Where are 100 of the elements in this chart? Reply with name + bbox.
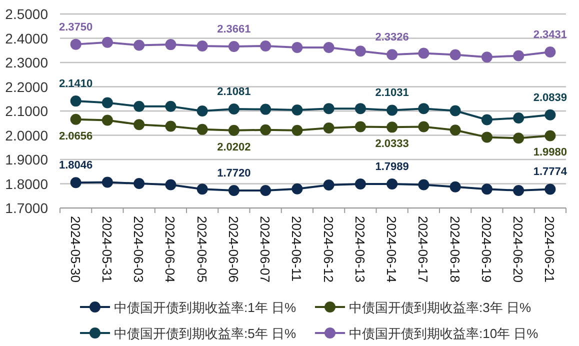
point — [418, 103, 430, 114]
y-tick-label: 1.9000 — [5, 152, 48, 168]
point — [513, 112, 524, 124]
point — [70, 177, 82, 188]
data-label: 1.9980 — [533, 146, 568, 159]
x-tick-label: 2024-06-04 — [162, 216, 178, 282]
y-tick-label: 1.7000 — [5, 200, 48, 216]
data-label: 2.1081 — [217, 86, 251, 98]
point — [165, 39, 176, 50]
point — [260, 185, 272, 196]
point — [102, 176, 113, 188]
point — [323, 103, 334, 114]
point — [450, 124, 461, 136]
point — [102, 114, 113, 126]
data-label: 2.0656 — [58, 130, 93, 142]
point — [102, 97, 113, 108]
point — [386, 104, 398, 116]
x-tick-label: 2024-06-05 — [194, 216, 210, 282]
point — [418, 48, 430, 59]
point — [165, 120, 176, 132]
point — [450, 49, 461, 60]
point — [386, 122, 398, 133]
point — [544, 109, 556, 120]
point — [228, 124, 240, 136]
x-tick-label: 2024-06-21 — [542, 216, 558, 282]
point — [323, 42, 334, 53]
point — [323, 122, 334, 134]
point — [354, 178, 366, 190]
y-tick-label: 2.1000 — [5, 103, 48, 119]
point — [260, 124, 272, 136]
point — [196, 184, 208, 195]
point — [513, 185, 524, 196]
y-tick-label: 2.0000 — [5, 127, 48, 144]
point — [134, 178, 145, 190]
point — [102, 36, 113, 48]
x-tick-label: 2024-06-17 — [416, 216, 431, 282]
x-tick-label: 2024-06-11 — [289, 216, 304, 282]
point — [165, 100, 176, 112]
point — [165, 179, 176, 190]
point — [292, 183, 303, 194]
data-label: 1.7720 — [217, 168, 251, 180]
point — [513, 132, 524, 144]
point — [481, 52, 492, 63]
x-tick-label: 2024-05-31 — [99, 216, 114, 282]
point — [323, 179, 334, 190]
data-label: 2.0839 — [533, 92, 568, 104]
x-tick-label: 2024-06-14 — [384, 216, 400, 282]
legend-label: 中债国开债到期收益率:3年 日% — [349, 300, 532, 315]
y-tick-label: 2.3000 — [5, 54, 48, 70]
data-label: 2.3326 — [375, 32, 409, 44]
data-label: 2.1410 — [58, 78, 93, 90]
point — [70, 38, 82, 50]
x-tick-label: 2024-06-18 — [447, 216, 462, 282]
point — [481, 114, 492, 126]
point — [260, 104, 272, 115]
y-tick-label: 1.8000 — [5, 176, 48, 192]
point — [544, 46, 556, 58]
point — [450, 105, 461, 116]
point — [70, 114, 82, 125]
x-tick-label: 2024-06-06 — [226, 216, 241, 282]
y-tick-label: 2.2000 — [5, 78, 48, 95]
point — [196, 124, 208, 135]
data-label: 2.3431 — [533, 29, 568, 42]
data-label: 2.3661 — [217, 23, 251, 36]
point — [134, 40, 145, 51]
point — [228, 40, 240, 52]
point — [481, 132, 492, 143]
point — [513, 50, 524, 62]
legend-label: 中债国开债到期收益率:1年 日% — [114, 300, 296, 315]
point — [418, 121, 430, 132]
data-label: 2.3750 — [58, 21, 93, 34]
point — [354, 121, 366, 132]
data-label: 2.1031 — [375, 87, 409, 100]
legend-label: 中债国开债到期收益率:5年 日% — [114, 326, 296, 341]
legend-label: 中债国开债到期收益率:10年 日% — [349, 326, 539, 341]
point — [450, 181, 461, 192]
point — [260, 40, 272, 52]
point — [354, 46, 366, 57]
data-label: 2.0202 — [217, 141, 251, 154]
data-label: 1.8046 — [58, 160, 93, 172]
point — [386, 49, 398, 60]
point — [354, 103, 366, 114]
y-tick-label: 2.5000 — [5, 6, 48, 22]
point — [544, 184, 556, 195]
x-tick-label: 2024-05-30 — [68, 216, 83, 282]
x-tick-label: 2024-06-07 — [258, 216, 273, 282]
point — [134, 119, 145, 130]
point — [70, 96, 82, 107]
point — [481, 184, 492, 195]
point — [292, 42, 303, 53]
data-label: 1.7774 — [533, 166, 568, 178]
point — [418, 179, 430, 190]
x-tick-label: 2024-06-19 — [478, 216, 494, 282]
data-label: 1.7989 — [375, 161, 409, 174]
point — [544, 130, 556, 142]
y-tick-label: 2.4000 — [5, 30, 48, 46]
point — [196, 106, 208, 116]
data-label: 2.0333 — [375, 138, 409, 150]
point — [228, 104, 240, 115]
x-tick-label: 2024-06-12 — [320, 216, 336, 282]
